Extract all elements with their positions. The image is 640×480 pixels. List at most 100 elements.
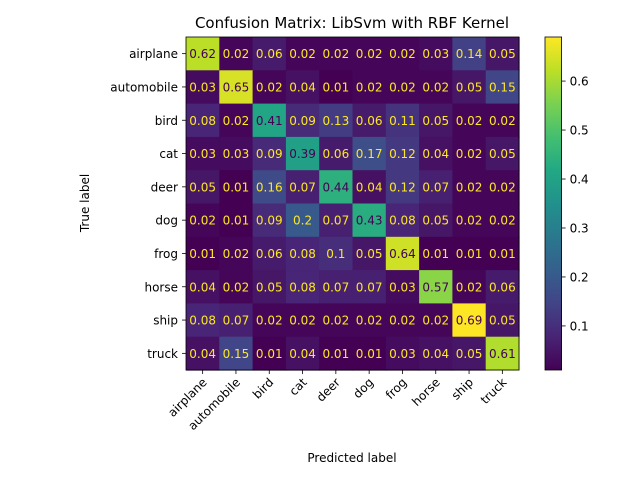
cell-value-label: 0.02 — [422, 80, 449, 94]
cell-value-label: 0.01 — [356, 347, 383, 361]
x-tick-label: bird — [250, 375, 276, 401]
heatmap-cell — [485, 203, 520, 238]
heatmap-cell — [186, 270, 220, 304]
cell-value-label: 0.07 — [289, 180, 316, 194]
cell-value-label: 0.02 — [356, 80, 383, 94]
heatmap-cell — [219, 270, 254, 304]
x-tick-label: dog — [350, 375, 376, 401]
y-tick-label: automobile — [110, 80, 178, 94]
heatmap-cell — [385, 170, 420, 205]
heatmap-cell — [352, 303, 387, 338]
heatmap-cell — [352, 336, 387, 371]
cell-value-label: 0.02 — [223, 114, 250, 128]
cell-value-label: 0.01 — [223, 214, 250, 228]
heatmap-cell — [186, 37, 220, 71]
heatmap-cell — [385, 236, 420, 271]
heatmap-cell — [252, 236, 287, 271]
cell-value-label: 0.08 — [189, 314, 216, 328]
heatmap-cell — [219, 236, 254, 271]
heatmap-cell — [452, 170, 487, 205]
cell-value-label: 0.41 — [256, 114, 283, 128]
heatmap-frame — [185, 36, 520, 371]
cell-value-label: 0.06 — [322, 147, 349, 161]
cell-value-label: 0.08 — [289, 247, 316, 261]
heatmap-cell — [452, 136, 487, 171]
heatmap-cell — [319, 103, 354, 138]
heatmap-cell — [352, 103, 387, 138]
heatmap-cell — [186, 303, 220, 338]
cell-value-label: 0.14 — [456, 47, 483, 61]
cell-value-label: 0.02 — [456, 280, 483, 294]
cell-value-label: 0.02 — [389, 80, 416, 94]
cell-value-label: 0.03 — [189, 80, 216, 94]
colorbar-tick-label: 0.6 — [570, 75, 589, 89]
heatmap-cell — [452, 103, 487, 138]
cell-value-label: 0.04 — [189, 280, 216, 294]
heatmap-cell — [219, 103, 254, 138]
x-tick-label: horse — [409, 375, 443, 409]
cell-value-label: 0.02 — [322, 314, 349, 328]
y-tick-label: horse — [144, 280, 178, 294]
x-tick-label: truck — [478, 375, 510, 407]
heatmap-cell — [252, 303, 287, 338]
cell-value-label: 0.64 — [389, 247, 416, 261]
cell-value-label: 0.44 — [322, 180, 349, 194]
cell-value-label: 0.08 — [189, 114, 216, 128]
colorbar-tick-label: 0.4 — [570, 173, 589, 187]
heatmap-cell — [319, 37, 354, 71]
cell-value-label: 0.05 — [422, 114, 449, 128]
cell-value-label: 0.02 — [489, 180, 516, 194]
cell-value-label: 0.01 — [456, 247, 483, 261]
cell-value-label: 0.02 — [189, 214, 216, 228]
y-tick-label: dog — [155, 214, 178, 228]
heatmap-cell — [285, 37, 320, 71]
heatmap-cell — [285, 136, 320, 171]
heatmap-cell — [219, 203, 254, 238]
heatmap-cell — [385, 103, 420, 138]
cell-value-label: 0.02 — [389, 47, 416, 61]
heatmap-cell — [419, 136, 453, 171]
heatmap-cell — [452, 303, 487, 338]
cell-value-label: 0.57 — [422, 280, 449, 294]
heatmap-cell — [419, 336, 453, 371]
heatmap-cell — [285, 70, 320, 105]
cell-value-label: 0.02 — [256, 80, 283, 94]
cell-value-label: 0.06 — [256, 47, 283, 61]
heatmap-cell — [252, 136, 287, 171]
cell-value-label: 0.12 — [389, 180, 416, 194]
cell-value-label: 0.07 — [422, 180, 449, 194]
cell-value-label: 0.12 — [389, 147, 416, 161]
heatmap-cell — [485, 136, 520, 171]
y-tick-label: airplane — [129, 47, 178, 61]
cell-value-label: 0.43 — [356, 214, 383, 228]
colorbar-tick-label: 0.2 — [570, 270, 589, 284]
cell-value-label: 0.05 — [456, 347, 483, 361]
heatmap-cell — [319, 236, 354, 271]
heatmap-cell — [186, 70, 220, 105]
heatmap-cell — [219, 70, 254, 105]
heatmap-cell — [319, 136, 354, 171]
y-tick-label: cat — [159, 147, 178, 161]
y-tick-label: ship — [153, 314, 178, 328]
cell-value-label: 0.08 — [389, 214, 416, 228]
cell-value-label: 0.04 — [189, 347, 216, 361]
heatmap-cell — [319, 270, 354, 304]
colorbar-tick-label: 0.3 — [570, 221, 589, 235]
cell-value-label: 0.65 — [223, 80, 250, 94]
cell-value-label: 0.05 — [356, 247, 383, 261]
heatmap-cell — [285, 336, 320, 371]
heatmap-cell — [385, 70, 420, 105]
heatmap-cell — [452, 37, 487, 71]
heatmap-cell — [419, 203, 453, 238]
cell-value-label: 0.05 — [256, 280, 283, 294]
heatmap-cell — [285, 203, 320, 238]
y-tick-label: deer — [151, 180, 178, 194]
heatmap-cell — [285, 303, 320, 338]
cell-value-label: 0.04 — [422, 147, 449, 161]
cell-value-label: 0.02 — [223, 280, 250, 294]
cell-value-label: 0.03 — [389, 280, 416, 294]
heatmap-cell — [385, 303, 420, 338]
cell-value-label: 0.15 — [223, 347, 250, 361]
cell-value-label: 0.02 — [456, 114, 483, 128]
